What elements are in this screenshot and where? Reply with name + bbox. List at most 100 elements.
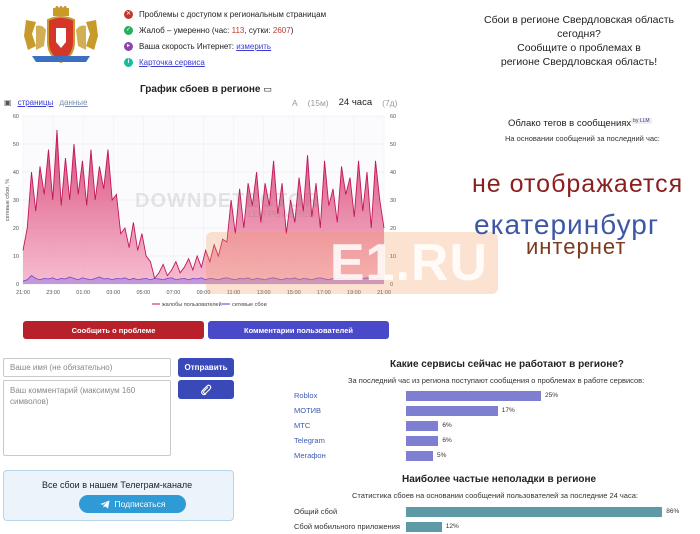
failure-percent: 86% (666, 508, 680, 515)
failure-name: Сбой мобильного приложения (294, 522, 400, 531)
day-count: 2607 (272, 25, 291, 35)
range-tabs: A (15м) 24 часа (7д) (292, 97, 397, 108)
service-percent: 25% (545, 392, 559, 399)
x-tick-label: 13:00 (257, 290, 271, 296)
service-bar (406, 435, 439, 446)
user-comments-button[interactable]: Комментарии пользователей (208, 321, 389, 339)
tag-item[interactable]: не отображается (472, 170, 684, 198)
status-list: ✕ Проблемы с доступом к региональным стр… (124, 6, 326, 70)
services-title: Какие сервисы сейчас не работают в регио… (390, 359, 624, 370)
range-15m[interactable]: (15м) (307, 97, 329, 108)
service-name[interactable]: МТС (294, 421, 311, 430)
y-tick-label-left: 60 (13, 114, 19, 120)
failures-subtitle: Статистика сбоев на основании сообщений … (352, 491, 638, 500)
name-input[interactable]: Ваше имя (не обязательно) (3, 358, 171, 377)
coat-of-arms-logo (22, 5, 100, 66)
tag-cloud-title: Облако тегов в сообщениях by LLM (508, 118, 652, 130)
x-tick-label: 21:00 (377, 290, 391, 296)
telegram-icon (100, 500, 110, 508)
service-bar (406, 390, 541, 401)
y-tick-label-right: 0 (390, 282, 393, 288)
failure-row: Сбой мобильного приложения 12% (294, 520, 694, 533)
x-tick-label: 07:00 (167, 290, 181, 296)
y-tick-label-left: 30 (13, 198, 19, 204)
complaints-line (22, 129, 385, 280)
services-subtitle: За последний час из региона поступают со… (348, 376, 645, 385)
service-percent: 6% (442, 437, 452, 444)
outage-chart: 0 0 10 10 20 20 30 30 40 40 50 50 60 60 21:00 23:00 01:0… (5, 114, 396, 308)
status-complaints: ✓ Жалоб – умеренно (час: 113, сутки: 260… (124, 22, 326, 38)
pages-icon: ▣ (4, 98, 12, 107)
service-name[interactable]: Roblox (294, 391, 318, 400)
hour-count: 113 (231, 25, 245, 35)
x-tick-label: 01:00 (76, 290, 90, 296)
speed-icon: ▸ (124, 41, 133, 51)
service-percent: 5% (437, 452, 447, 459)
site-watermark: E1.RU (206, 232, 498, 294)
telegram-subscribe-button[interactable]: Подписаться (79, 495, 186, 513)
y-tick-label-left: 10 (13, 254, 19, 260)
service-card-link[interactable]: Карточка сервиса (139, 57, 205, 67)
status-text: Ваша скорость Интернет: (139, 41, 234, 51)
service-row[interactable]: Roblox 25% (294, 389, 694, 402)
status-text: Жалоб – умеренно (час: 113, сутки: 2607) (139, 25, 294, 35)
failure-percent: 12% (445, 523, 459, 530)
tab-pages[interactable]: страницы (17, 98, 54, 107)
status-text: Проблемы с доступом к региональным стран… (139, 9, 327, 19)
failure-name: Общий сбой (294, 507, 338, 516)
llm-watermark: LLM POWERED (248, 209, 315, 219)
range-24h[interactable]: 24 часа (338, 97, 373, 108)
chart-title: График сбоев в регионе ▭ (140, 84, 272, 95)
complaints-area (23, 130, 384, 284)
y-tick-label-left: 0 (16, 282, 19, 288)
failure-bar (406, 521, 442, 532)
x-tick-label: 11:00 (227, 290, 240, 296)
failure-bar (406, 506, 663, 517)
status-speed: ▸ Ваша скорость Интернет: измерить (124, 38, 326, 54)
paperclip-icon (201, 384, 212, 395)
network-area (23, 275, 384, 284)
service-name[interactable]: Telegram (294, 436, 325, 445)
send-button[interactable]: Отправить (178, 358, 234, 377)
service-bar (406, 420, 439, 431)
y-tick-label-right: 40 (390, 170, 396, 176)
headline: Сбои в регионе Свердловская область сего… (483, 14, 675, 68)
chart-tabs: ▣ страницы данные (4, 98, 88, 107)
x-tick-label: 15:00 (287, 290, 301, 296)
y-tick-label-left: 20 (13, 226, 19, 232)
y-tick-label-right: 60 (390, 114, 396, 120)
comment-textarea[interactable]: Ваш комментарий (максимум 160 символов) (3, 380, 171, 456)
service-name[interactable]: Мегафон (294, 451, 326, 460)
telegram-text: Все сбои в нашем Телеграм-канале (42, 480, 193, 490)
tag-item[interactable]: интернет (526, 234, 627, 259)
llm-badge: by LLM (631, 118, 652, 124)
service-row[interactable]: МТС 6% (294, 419, 694, 432)
range-7d[interactable]: (7д) (382, 97, 398, 108)
service-percent: 17% (501, 407, 515, 414)
service-percent: 6% (442, 422, 452, 429)
service-name[interactable]: МОТИВ (294, 406, 322, 415)
status-service-card: i Карточка сервиса (124, 54, 326, 70)
x-tick-label: 05:00 (136, 290, 150, 296)
downdetector-watermark: DOWNDETECTOR (135, 190, 320, 212)
tab-data[interactable]: данные (59, 98, 88, 107)
network-line (22, 275, 385, 282)
y-tick-label-right: 20 (390, 226, 396, 232)
service-row[interactable]: Telegram 6% (294, 434, 694, 447)
measure-speed-link[interactable]: измерить (236, 41, 272, 51)
failures-title: Наиболее частые неполадки в регионе (402, 474, 597, 485)
service-bar (406, 405, 498, 416)
service-row[interactable]: Мегафон 5% (294, 449, 694, 462)
failure-row: Общий сбой 86% (294, 505, 694, 518)
y-tick-label-right: 50 (390, 142, 396, 148)
legend-label: жалобы пользователей (162, 301, 222, 308)
attach-button[interactable] (178, 380, 234, 399)
x-tick-label: 21:00 (16, 290, 30, 296)
x-tick-label: 23:00 (46, 290, 60, 296)
service-row[interactable]: МОТИВ 17% (294, 404, 694, 417)
report-problem-button[interactable]: Сообщить о проблеме (23, 321, 204, 339)
red-x-icon: ✕ (124, 9, 133, 19)
tag-item[interactable]: екатеринбург (474, 209, 660, 240)
x-tick-label: 09:00 (197, 290, 211, 296)
font-toggle[interactable]: A (292, 97, 298, 108)
